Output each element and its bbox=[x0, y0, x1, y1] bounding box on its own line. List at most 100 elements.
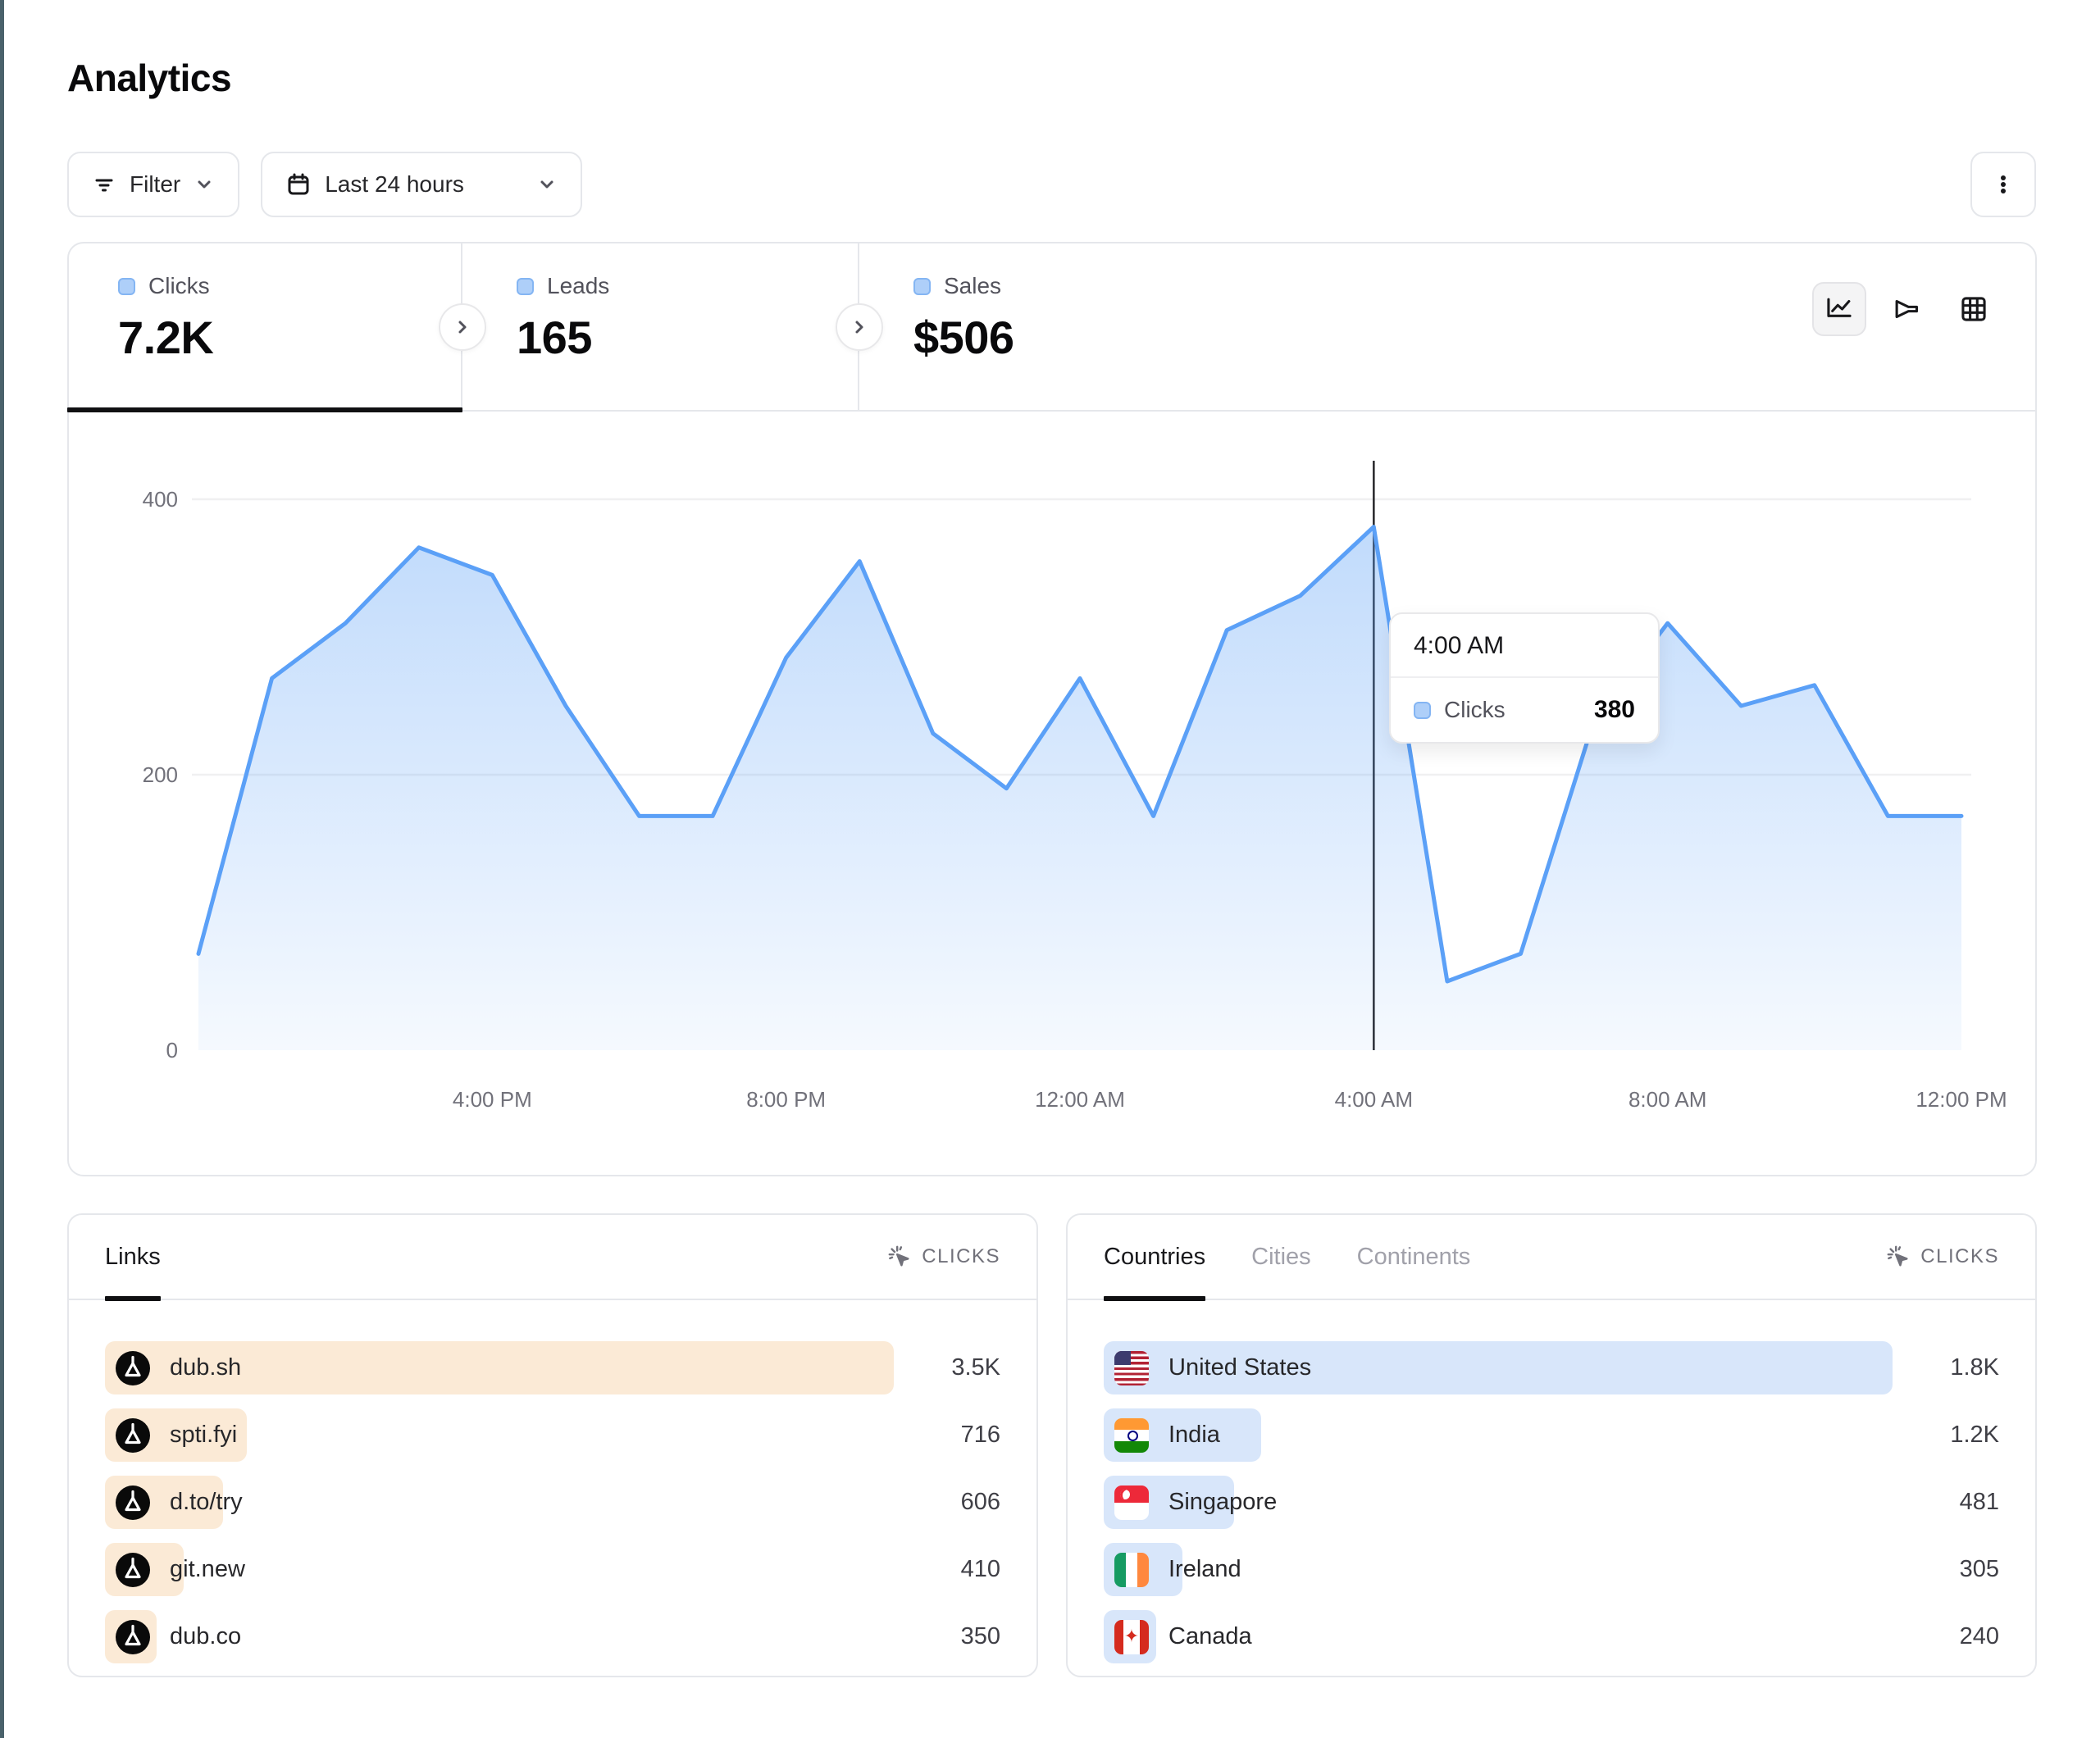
y-axis-tick-label: 400 bbox=[143, 487, 178, 512]
stats-tabs-row: Clicks 7.2K Leads 165 Sales $506 bbox=[67, 243, 2035, 412]
link-label: dub.co bbox=[170, 1623, 242, 1649]
tab-countries[interactable]: Countries bbox=[1104, 1215, 1206, 1301]
line-chart-icon bbox=[1827, 298, 1852, 317]
table-grid-icon bbox=[1961, 297, 1986, 321]
y-axis-tick-label: 200 bbox=[143, 762, 178, 787]
filter-icon bbox=[92, 172, 116, 197]
chart-tooltip: 4:00 AM Clicks 380 bbox=[1389, 612, 1660, 744]
country-row[interactable]: United States 1.8K bbox=[1104, 1341, 1999, 1394]
countries-metric-selector[interactable]: CLICKS bbox=[1886, 1244, 1999, 1269]
table-view-button[interactable] bbox=[1947, 282, 2001, 336]
leads-stat-value: 165 bbox=[517, 312, 592, 363]
country-label: Ireland bbox=[1168, 1556, 1241, 1582]
x-axis-tick-label: 4:00 AM bbox=[1335, 1087, 1413, 1112]
link-bar-track: d.to/try bbox=[105, 1476, 894, 1529]
link-label: dub.sh bbox=[170, 1354, 242, 1381]
countries-metric-label: CLICKS bbox=[1920, 1245, 1999, 1267]
link-bar bbox=[105, 1341, 894, 1394]
date-range-label: Last 24 hours bbox=[325, 171, 464, 197]
link-row[interactable]: d.to/try 606 bbox=[105, 1476, 1000, 1529]
link-row[interactable]: spti.fyi 716 bbox=[105, 1408, 1000, 1462]
tooltip-series-value: 380 bbox=[1593, 696, 1635, 723]
country-row[interactable]: Ireland 305 bbox=[1104, 1543, 1999, 1596]
tab-links[interactable]: Links bbox=[105, 1215, 161, 1301]
link-row[interactable]: dub.sh 3.5K bbox=[105, 1341, 1000, 1394]
link-clicks-value: 716 bbox=[960, 1422, 1000, 1448]
filter-button[interactable]: Filter bbox=[67, 152, 240, 217]
link-row[interactable]: git.new 410 bbox=[105, 1543, 1000, 1596]
clicks-area-fill bbox=[198, 526, 1961, 1050]
analytics-card: Clicks 7.2K Leads 165 Sales $506 bbox=[67, 242, 2037, 1176]
links-metric-label: CLICKS bbox=[922, 1245, 1000, 1267]
country-clicks-value: 305 bbox=[1959, 1556, 1999, 1582]
clicks-line bbox=[196, 525, 1964, 984]
country-row[interactable]: Singapore 481 bbox=[1104, 1476, 1999, 1529]
country-label: Canada bbox=[1168, 1623, 1252, 1649]
link-label: spti.fyi bbox=[170, 1422, 238, 1448]
x-axis-tick-label: 8:00 PM bbox=[746, 1087, 826, 1112]
country-bar-track: United States bbox=[1104, 1341, 1893, 1394]
country-row[interactable]: India 1.2K bbox=[1104, 1408, 1999, 1462]
tab-continents[interactable]: Continents bbox=[1356, 1243, 1471, 1270]
dub-logo-icon bbox=[116, 1417, 150, 1453]
country-bar-track: Singapore bbox=[1104, 1476, 1893, 1529]
country-bar-track: India bbox=[1104, 1408, 1893, 1462]
calendar-icon bbox=[285, 171, 312, 198]
link-clicks-value: 350 bbox=[960, 1623, 1000, 1649]
country-label: United States bbox=[1168, 1354, 1312, 1381]
toolbar: Filter Last 24 hours bbox=[67, 152, 2036, 217]
sales-stat-value: $506 bbox=[913, 312, 1014, 363]
expand-clicks-button[interactable] bbox=[439, 303, 486, 351]
dub-logo-icon bbox=[116, 1485, 150, 1520]
cursor-click-icon bbox=[887, 1244, 912, 1269]
leads-stat-label: Leads bbox=[547, 273, 610, 298]
stat-tab-leads[interactable]: Leads 165 bbox=[462, 243, 859, 410]
expand-leads-button[interactable] bbox=[836, 303, 883, 351]
x-axis-tick-label: 4:00 PM bbox=[453, 1087, 532, 1112]
country-bar bbox=[1104, 1341, 1893, 1394]
dub-logo-icon bbox=[116, 1350, 150, 1385]
links-metric-selector[interactable]: CLICKS bbox=[887, 1244, 1000, 1269]
country-clicks-value: 1.2K bbox=[1950, 1422, 1999, 1448]
link-bar-track: git.new bbox=[105, 1543, 894, 1596]
link-clicks-value: 3.5K bbox=[951, 1354, 1000, 1381]
countries-list: United States 1.8K India 1.2K Singapore bbox=[1068, 1300, 2035, 1663]
sales-legend-chip bbox=[913, 277, 931, 295]
stat-tab-clicks[interactable]: Clicks 7.2K bbox=[67, 243, 462, 412]
stat-tab-sales[interactable]: Sales $506 bbox=[859, 243, 2035, 410]
country-bar-track: Ireland bbox=[1104, 1543, 1893, 1596]
country-clicks-value: 1.8K bbox=[1950, 1354, 1999, 1381]
link-clicks-value: 606 bbox=[960, 1489, 1000, 1515]
link-bar-track: dub.co bbox=[105, 1610, 894, 1663]
countries-panel-header: Countries Cities Continents CLICKS bbox=[1068, 1215, 2035, 1301]
chart-view-toggle bbox=[1812, 282, 2001, 336]
line-chart-view-button[interactable] bbox=[1812, 282, 1866, 336]
link-row[interactable]: dub.co 350 bbox=[105, 1610, 1000, 1663]
x-axis-tick-label: 12:00 AM bbox=[1035, 1087, 1125, 1112]
tooltip-time-label: 4:00 AM bbox=[1391, 614, 1658, 678]
filter-button-label: Filter bbox=[130, 171, 181, 197]
tooltip-series-label: Clicks bbox=[1444, 697, 1506, 722]
country-clicks-value: 481 bbox=[1959, 1489, 1999, 1515]
date-range-button[interactable]: Last 24 hours bbox=[261, 152, 583, 217]
clicks-timeseries-chart[interactable]: 0 200 400 4:00 PM 8:00 PM 12:00 AM 4:00 AM 8:00… bbox=[69, 412, 2035, 1176]
window-edge-accent bbox=[0, 0, 4, 1738]
ie-flag-icon bbox=[1114, 1552, 1149, 1587]
clicks-stat-value: 7.2K bbox=[118, 312, 214, 363]
chevron-down-icon bbox=[194, 174, 215, 195]
page-title: Analytics bbox=[67, 57, 232, 99]
tab-cities[interactable]: Cities bbox=[1251, 1243, 1311, 1270]
links-panel-header: Links CLICKS bbox=[69, 1215, 1036, 1301]
country-row[interactable]: Canada 240 bbox=[1104, 1610, 1999, 1663]
funnel-view-button[interactable] bbox=[1879, 282, 1934, 336]
chevron-right-icon bbox=[855, 321, 863, 334]
more-options-button[interactable] bbox=[1970, 152, 2036, 217]
sales-stat-label: Sales bbox=[944, 273, 1002, 298]
kebab-menu-icon bbox=[1991, 172, 2016, 197]
country-label: Singapore bbox=[1168, 1489, 1278, 1515]
x-axis-tick-label: 8:00 AM bbox=[1629, 1087, 1706, 1112]
funnel-chart-icon bbox=[1895, 299, 1919, 319]
chart-canvas: 0 200 400 4:00 PM 8:00 PM 12:00 AM 4:00 AM 8:00… bbox=[143, 461, 2007, 1112]
y-axis-tick-label: 0 bbox=[166, 1038, 178, 1062]
